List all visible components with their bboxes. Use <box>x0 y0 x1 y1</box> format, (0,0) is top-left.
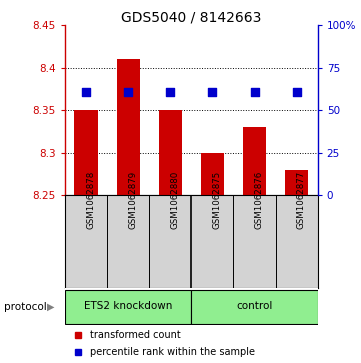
Text: GSM1062878: GSM1062878 <box>86 171 95 229</box>
Text: percentile rank within the sample: percentile rank within the sample <box>90 347 255 357</box>
Text: GSM1062880: GSM1062880 <box>170 171 179 229</box>
Point <box>83 89 89 94</box>
Text: control: control <box>236 301 273 311</box>
Title: GDS5040 / 8142663: GDS5040 / 8142663 <box>121 10 261 24</box>
FancyBboxPatch shape <box>65 290 191 323</box>
Text: GSM1062875: GSM1062875 <box>212 171 221 229</box>
Text: transformed count: transformed count <box>90 330 181 340</box>
Bar <box>117 59 140 195</box>
Text: GSM1062876: GSM1062876 <box>255 171 264 229</box>
Bar <box>159 110 182 195</box>
Text: ETS2 knockdown: ETS2 knockdown <box>84 301 172 311</box>
Point <box>294 89 300 94</box>
Bar <box>285 170 308 195</box>
Text: GSM1062879: GSM1062879 <box>128 171 137 229</box>
Text: ▶: ▶ <box>47 302 54 312</box>
Point <box>168 89 173 94</box>
FancyBboxPatch shape <box>191 290 318 323</box>
Bar <box>243 127 266 195</box>
Text: GSM1062877: GSM1062877 <box>297 171 306 229</box>
Point <box>209 89 215 94</box>
Text: protocol: protocol <box>4 302 46 312</box>
Bar <box>201 152 224 195</box>
Point <box>252 89 257 94</box>
Point <box>125 89 131 94</box>
Bar <box>74 110 97 195</box>
